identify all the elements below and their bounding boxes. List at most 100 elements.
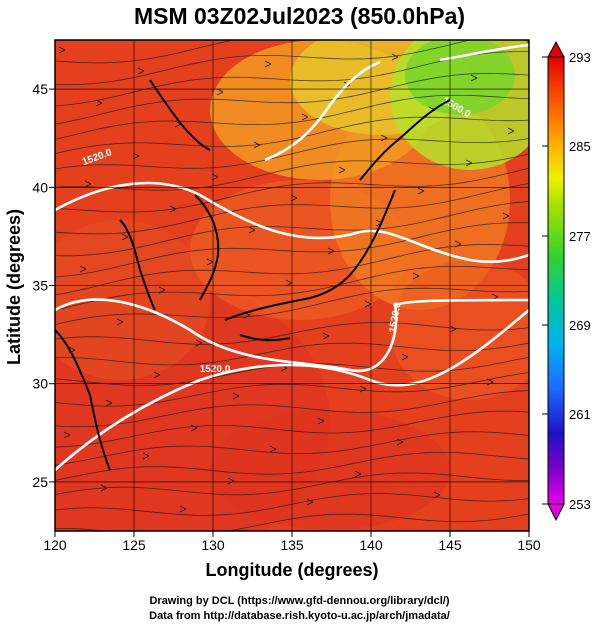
coastline-segment bbox=[224, 189, 396, 321]
streamline bbox=[55, 116, 529, 154]
wind-arrow bbox=[137, 67, 145, 75]
wind-arrow bbox=[169, 205, 177, 213]
colorbar-tick-label: 269 bbox=[569, 318, 591, 333]
wind-arrow bbox=[95, 99, 103, 107]
wind-arrow bbox=[354, 470, 362, 478]
wind-arrow bbox=[179, 505, 187, 513]
wind-arrow bbox=[502, 212, 510, 220]
wind-arrow bbox=[470, 74, 478, 82]
wind-arrow bbox=[364, 300, 372, 308]
wind-arrow bbox=[401, 353, 409, 361]
wind-streamlines bbox=[55, 40, 529, 531]
wind-arrow bbox=[206, 258, 214, 266]
wind-arrow bbox=[380, 134, 388, 142]
wind-arrow bbox=[412, 272, 420, 280]
coastline-segment bbox=[194, 194, 220, 301]
coastline-segment bbox=[239, 334, 291, 342]
streamline bbox=[55, 342, 529, 366]
wind-arrow bbox=[105, 399, 113, 407]
y-tick-label: 30 bbox=[32, 376, 48, 392]
wind-arrow bbox=[216, 88, 224, 96]
wind-arrow bbox=[195, 339, 203, 347]
wind-arrow bbox=[327, 247, 335, 255]
y-tick-label: 25 bbox=[32, 474, 48, 490]
contour-line bbox=[439, 43, 529, 62]
colorbar-tick-label: 261 bbox=[569, 407, 591, 422]
colorbar-ticks: 293 285 277 269 261 253 bbox=[542, 50, 591, 512]
colorbar-tick-label: 285 bbox=[569, 139, 591, 154]
contour-label: 1520.0 bbox=[387, 301, 403, 333]
y-axis-label: Latitude (degrees) bbox=[4, 209, 24, 365]
streamline bbox=[55, 94, 529, 140]
wind-arrow bbox=[301, 113, 309, 121]
coastline-segment bbox=[119, 219, 156, 311]
wind-arrow bbox=[454, 240, 462, 248]
colorbar: 293 285 277 269 261 253 bbox=[542, 40, 591, 522]
lat-lon-grid bbox=[55, 40, 529, 531]
wind-arrow bbox=[190, 424, 198, 432]
x-tick-label: 120 bbox=[43, 537, 67, 553]
contour-line bbox=[55, 181, 529, 264]
wind-arrow bbox=[227, 477, 235, 485]
wind-arrow bbox=[269, 445, 277, 453]
wind-arrow bbox=[306, 498, 314, 506]
map-title: MSM 03Z02Jul2023 (850.0hPa) bbox=[133, 3, 466, 29]
wind-arrow bbox=[465, 159, 473, 167]
wind-arrow bbox=[359, 385, 367, 393]
streamline bbox=[55, 222, 529, 278]
wind-arrow bbox=[391, 53, 399, 61]
wind-arrow bbox=[100, 484, 108, 492]
wind-arrow bbox=[248, 226, 256, 234]
streamline bbox=[55, 138, 529, 170]
streamline bbox=[55, 410, 529, 448]
wind-arrow bbox=[433, 491, 441, 499]
coastline-segment bbox=[55, 329, 111, 471]
x-tick-label: 150 bbox=[517, 537, 541, 553]
streamline bbox=[55, 244, 529, 296]
wind-arrow bbox=[338, 166, 346, 174]
wind-arrow bbox=[449, 325, 457, 333]
streamline bbox=[55, 390, 529, 428]
wind-arrow bbox=[232, 392, 240, 400]
x-tick-label: 145 bbox=[438, 537, 462, 553]
wind-arrow bbox=[417, 187, 425, 195]
wind-arrow bbox=[142, 452, 150, 460]
y-tick-label: 40 bbox=[32, 179, 48, 195]
coastline-segment bbox=[359, 99, 451, 181]
wind-arrow bbox=[121, 233, 129, 241]
streamline bbox=[55, 40, 472, 86]
wind-arrow bbox=[79, 265, 87, 273]
contour-label: 1520.0 bbox=[200, 364, 231, 375]
streamline bbox=[55, 153, 529, 191]
x-tick-label: 140 bbox=[359, 537, 383, 553]
wind-arrow bbox=[317, 417, 325, 425]
x-tick-label: 130 bbox=[201, 537, 225, 553]
streamline bbox=[55, 72, 529, 125]
colorbar-tick-label: 253 bbox=[569, 497, 591, 512]
wind-arrow bbox=[507, 127, 515, 135]
contour-line bbox=[55, 298, 529, 373]
x-tick-label: 125 bbox=[122, 537, 146, 553]
wind-arrow bbox=[158, 286, 166, 294]
wind-arrow bbox=[116, 318, 124, 326]
colorbar-tick-label: 293 bbox=[569, 50, 591, 65]
y-axis-ticks: 25 30 35 40 45 bbox=[32, 81, 55, 490]
wind-arrow bbox=[264, 60, 272, 68]
x-axis-label: Longitude (degrees) bbox=[205, 560, 378, 580]
wind-arrow bbox=[58, 46, 66, 54]
wind-arrow bbox=[253, 141, 261, 149]
credit-data: Data from http://database.rish.kyoto-u.a… bbox=[149, 610, 450, 622]
streamline bbox=[55, 287, 529, 325]
contour-line bbox=[264, 60, 381, 162]
streamline bbox=[55, 265, 529, 311]
wind-arrow bbox=[153, 371, 161, 379]
streamline bbox=[55, 431, 529, 466]
streamline bbox=[55, 40, 236, 64]
y-tick-label: 45 bbox=[32, 81, 48, 97]
wind-arrow bbox=[396, 438, 404, 446]
colorbar-tick-label: 277 bbox=[569, 229, 591, 244]
streamline bbox=[55, 513, 529, 531]
x-axis-ticks: 120 125 130 135 140 145 150 bbox=[43, 531, 541, 553]
